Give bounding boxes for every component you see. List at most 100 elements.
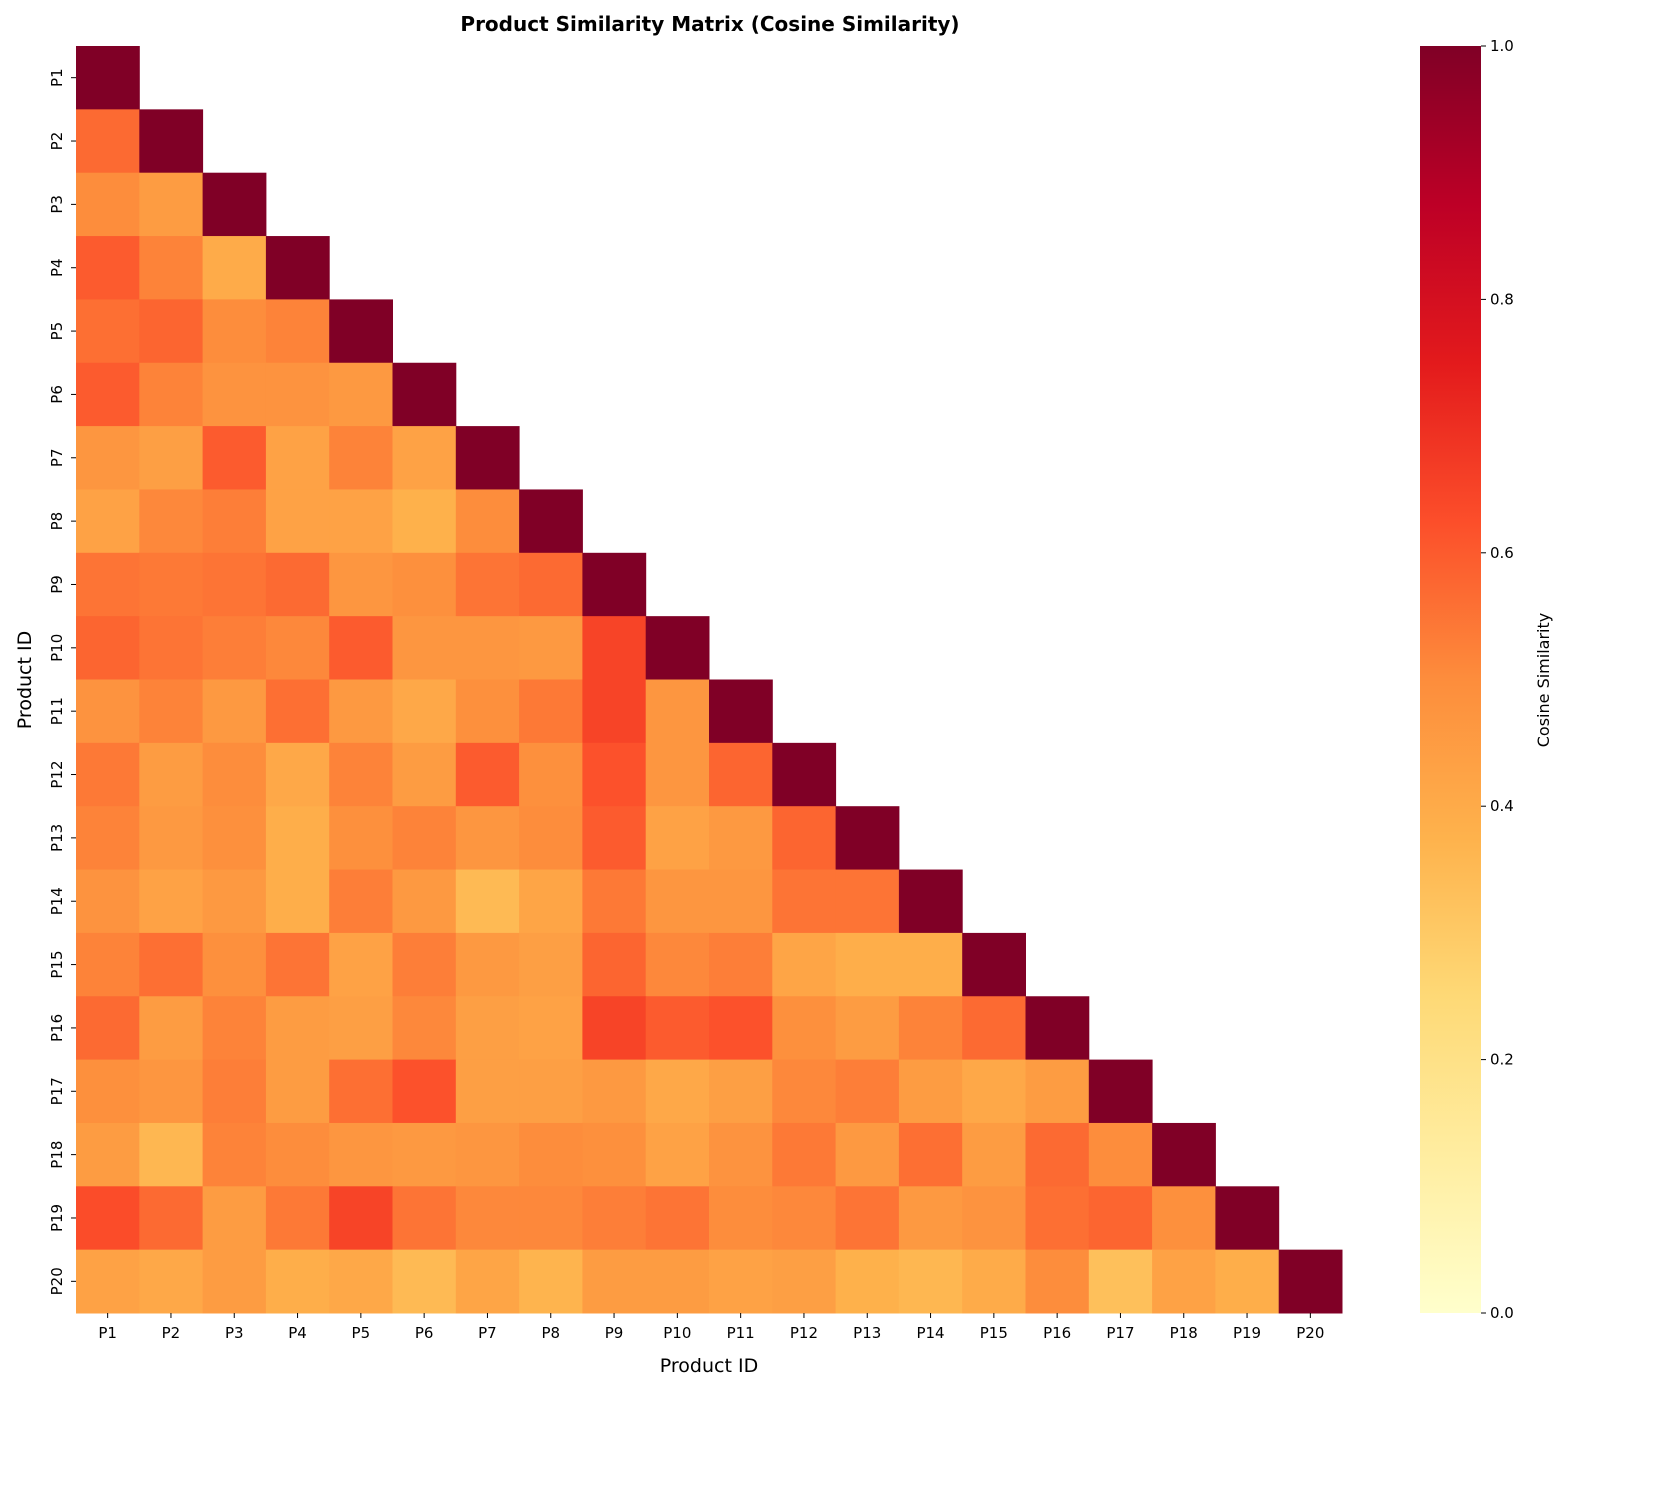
heatmap-cell: [329, 1122, 393, 1187]
heatmap-cell: [139, 299, 204, 364]
heatmap-cell: [709, 1122, 773, 1187]
x-axis-label: Product ID: [660, 1355, 758, 1377]
heatmap-cell: [202, 172, 267, 237]
heatmap-cell: [898, 1249, 963, 1314]
heatmap-cell: [202, 299, 267, 364]
heatmap-cell: [76, 172, 140, 237]
chart-title: Product Similarity Matrix (Cosine Simila…: [460, 12, 960, 36]
y-tick-label: P9: [48, 575, 66, 594]
heatmap-cell: [76, 1186, 140, 1251]
heatmap-cell: [645, 679, 710, 744]
heatmap-cell: [265, 489, 330, 554]
heatmap-cell: [265, 236, 330, 300]
heatmap-cell: [519, 932, 583, 997]
heatmap-cell: [202, 679, 267, 744]
heatmap-cell: [455, 1059, 520, 1124]
heatmap-cell: [76, 616, 140, 680]
x-tick-label: P5: [352, 1324, 371, 1342]
heatmap-cell: [202, 869, 267, 934]
heatmap-cell: [392, 1249, 457, 1314]
heatmap-cell: [709, 806, 773, 871]
heatmap-cell: [962, 932, 1026, 997]
x-tick-label: P4: [288, 1324, 307, 1342]
heatmap-cell: [1088, 1059, 1153, 1124]
heatmap-cell: [455, 1122, 520, 1187]
heatmap-cell: [392, 362, 457, 427]
heatmap-cell: [455, 742, 520, 807]
heatmap-cell: [582, 679, 647, 744]
heatmap-cell: [139, 869, 204, 934]
heatmap-cell: [898, 996, 963, 1061]
heatmap-cell: [265, 679, 330, 744]
heatmap-cell: [329, 299, 393, 364]
heatmap-cell: [329, 742, 393, 807]
heatmap-cell: [329, 932, 393, 997]
heatmap-cell: [519, 742, 583, 807]
heatmap-cell: [1215, 1186, 1280, 1251]
heatmap-cell: [202, 932, 267, 997]
heatmap-cell: [76, 1249, 140, 1314]
heatmap-cell: [139, 552, 204, 617]
y-tick-label: P12: [48, 760, 66, 788]
heatmap-cell: [392, 426, 457, 490]
heatmap-cell: [772, 932, 837, 997]
y-ticks: P1 P2 P3 P4 P5 P6 P7 P8 P9 P10 P11 P12 P13 P14 P15 P16 P…: [48, 68, 76, 1295]
x-tick-label: P10: [663, 1324, 691, 1342]
heatmap-cell: [962, 1249, 1026, 1314]
heatmap-cell: [455, 616, 520, 680]
heatmap-cell: [392, 679, 457, 744]
heatmap-cell: [772, 1059, 837, 1124]
heatmap-cell: [645, 932, 710, 997]
y-tick-label: P20: [48, 1267, 66, 1295]
heatmap-cell: [1278, 1249, 1343, 1314]
heatmap-cell: [898, 932, 963, 997]
x-tick-label: P8: [541, 1324, 560, 1342]
y-tick-label: P16: [48, 1014, 66, 1042]
heatmap-cell: [835, 1059, 900, 1124]
heatmap-cell: [265, 932, 330, 997]
heatmap-cell: [202, 616, 267, 680]
heatmap-cell: [582, 996, 647, 1061]
heatmap-cell: [202, 426, 267, 490]
heatmap-cell: [519, 1122, 583, 1187]
heatmap-cell: [455, 1249, 520, 1314]
heatmap-cell: [1088, 1122, 1153, 1187]
heatmap-cell: [709, 742, 773, 807]
heatmap-cell: [265, 552, 330, 617]
heatmap-cell: [139, 1249, 204, 1314]
heatmap-cell: [329, 1249, 393, 1314]
heatmap-cell: [392, 552, 457, 617]
y-tick-label: P11: [48, 697, 66, 725]
heatmap-cell: [265, 1186, 330, 1251]
heatmap-cell: [76, 489, 140, 554]
heatmap-cell: [645, 1186, 710, 1251]
heatmap-cell: [202, 1249, 267, 1314]
y-tick-label: P15: [48, 951, 66, 979]
heatmap-cell: [139, 1122, 204, 1187]
heatmap-cell: [835, 1186, 900, 1251]
heatmap-cell: [265, 1249, 330, 1314]
heatmap-cell: [455, 426, 520, 490]
heatmap-cell: [139, 679, 204, 744]
heatmap-cell: [519, 996, 583, 1061]
heatmap-cell: [519, 869, 583, 934]
heatmap-cell: [455, 932, 520, 997]
heatmap-cell: [519, 679, 583, 744]
x-tick-label: P3: [225, 1324, 244, 1342]
colorbar-tick-label: 0.2: [1490, 1051, 1514, 1069]
heatmap-cell: [772, 806, 837, 871]
y-tick-label: P14: [48, 887, 66, 915]
heatmap-cell: [1088, 1249, 1153, 1314]
heatmap-cell: [645, 1059, 710, 1124]
heatmap-cell: [139, 236, 204, 300]
x-tick-label: P19: [1233, 1324, 1261, 1342]
heatmap-cell: [962, 996, 1026, 1061]
heatmap-cell: [645, 1122, 710, 1187]
colorbar-tick-label: 0.8: [1490, 290, 1514, 308]
y-tick-label: P8: [48, 512, 66, 531]
heatmap-cell: [139, 742, 204, 807]
heatmap-cell: [265, 616, 330, 680]
heatmap-cell: [519, 552, 583, 617]
heatmap-cell: [139, 806, 204, 871]
